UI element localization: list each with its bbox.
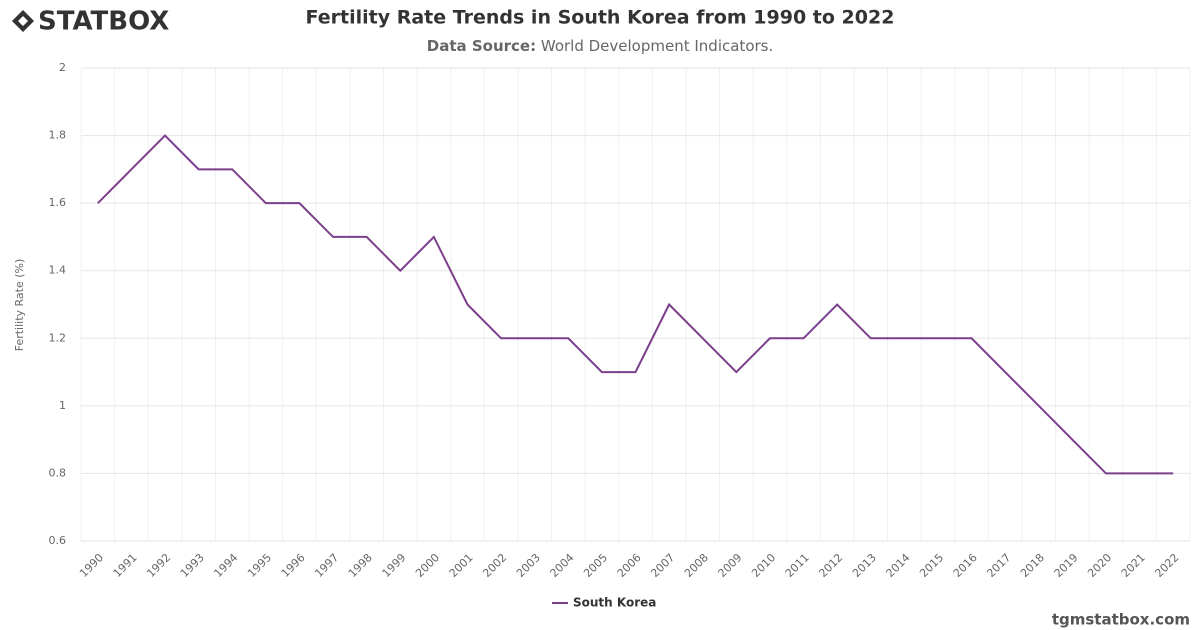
y-tick-label: 0.8 (49, 466, 67, 479)
x-tick-label: 2011 (783, 551, 812, 580)
x-tick-label: 1995 (245, 551, 274, 580)
x-tick-label: 2022 (1152, 551, 1181, 580)
y-axis-label: Fertility Rate (%) (13, 259, 26, 352)
x-tick-label: 1990 (77, 551, 106, 580)
y-tick-label: 1.4 (49, 264, 67, 277)
x-tick-label: 1999 (380, 551, 409, 580)
y-tick-label: 1.6 (49, 196, 67, 209)
x-tick-label: 2016 (951, 551, 980, 580)
x-tick-label: 1996 (279, 551, 308, 580)
x-tick-label: 2001 (447, 551, 476, 580)
x-tick-label: 2021 (1119, 551, 1148, 580)
subtitle-label: Data Source: (427, 37, 536, 55)
x-tick-label: 1994 (211, 551, 240, 580)
x-tick-label: 2004 (548, 551, 577, 580)
y-tick-label: 1.2 (49, 331, 67, 344)
y-tick-label: 1.8 (49, 129, 67, 142)
legend: South Korea (552, 596, 656, 610)
x-tick-label: 2010 (749, 551, 778, 580)
x-tick-label: 2018 (1018, 551, 1047, 580)
x-tick-label: 2020 (1085, 551, 1114, 580)
x-tick-label: 1992 (144, 551, 173, 580)
x-tick-label: 2014 (884, 551, 913, 580)
y-tick-label: 2 (59, 61, 66, 74)
x-tick-label: 2012 (816, 551, 845, 580)
x-tick-label: 2003 (514, 551, 543, 580)
logo-text: STATBOX (38, 7, 169, 37)
x-tick-label: 2013 (850, 551, 879, 580)
x-tick-label: 2007 (648, 551, 677, 580)
chart-title: Fertility Rate Trends in South Korea fro… (306, 7, 895, 29)
logo-icon (12, 10, 34, 32)
x-tick-label: 2005 (581, 551, 610, 580)
x-tick-label: 1993 (178, 551, 207, 580)
x-tick-label: 2009 (716, 551, 745, 580)
y-tick-label: 1 (59, 399, 66, 412)
subtitle-value: World Development Indicators. (541, 37, 773, 55)
x-tick-label: 1997 (312, 551, 341, 580)
x-tick-label: 1991 (111, 551, 140, 580)
x-tick-label: 2019 (1052, 551, 1081, 580)
footer: tgmstatbox.com (1052, 611, 1190, 629)
chart-subtitle: Data Source: World Development Indicator… (427, 37, 774, 55)
x-tick-label: 2015 (917, 551, 946, 580)
x-tick-label: 1998 (346, 551, 375, 580)
legend-label: South Korea (573, 596, 656, 610)
x-tick-label: 2000 (413, 551, 442, 580)
x-tick-label: 2006 (615, 551, 644, 580)
logo: STATBOX (12, 7, 169, 37)
x-tick-label: 2017 (984, 551, 1013, 580)
x-tick-label: 2008 (682, 551, 711, 580)
y-tick-label: 0.6 (49, 534, 67, 547)
data-line (97, 134, 1174, 475)
x-tick-label: 2002 (480, 551, 509, 580)
